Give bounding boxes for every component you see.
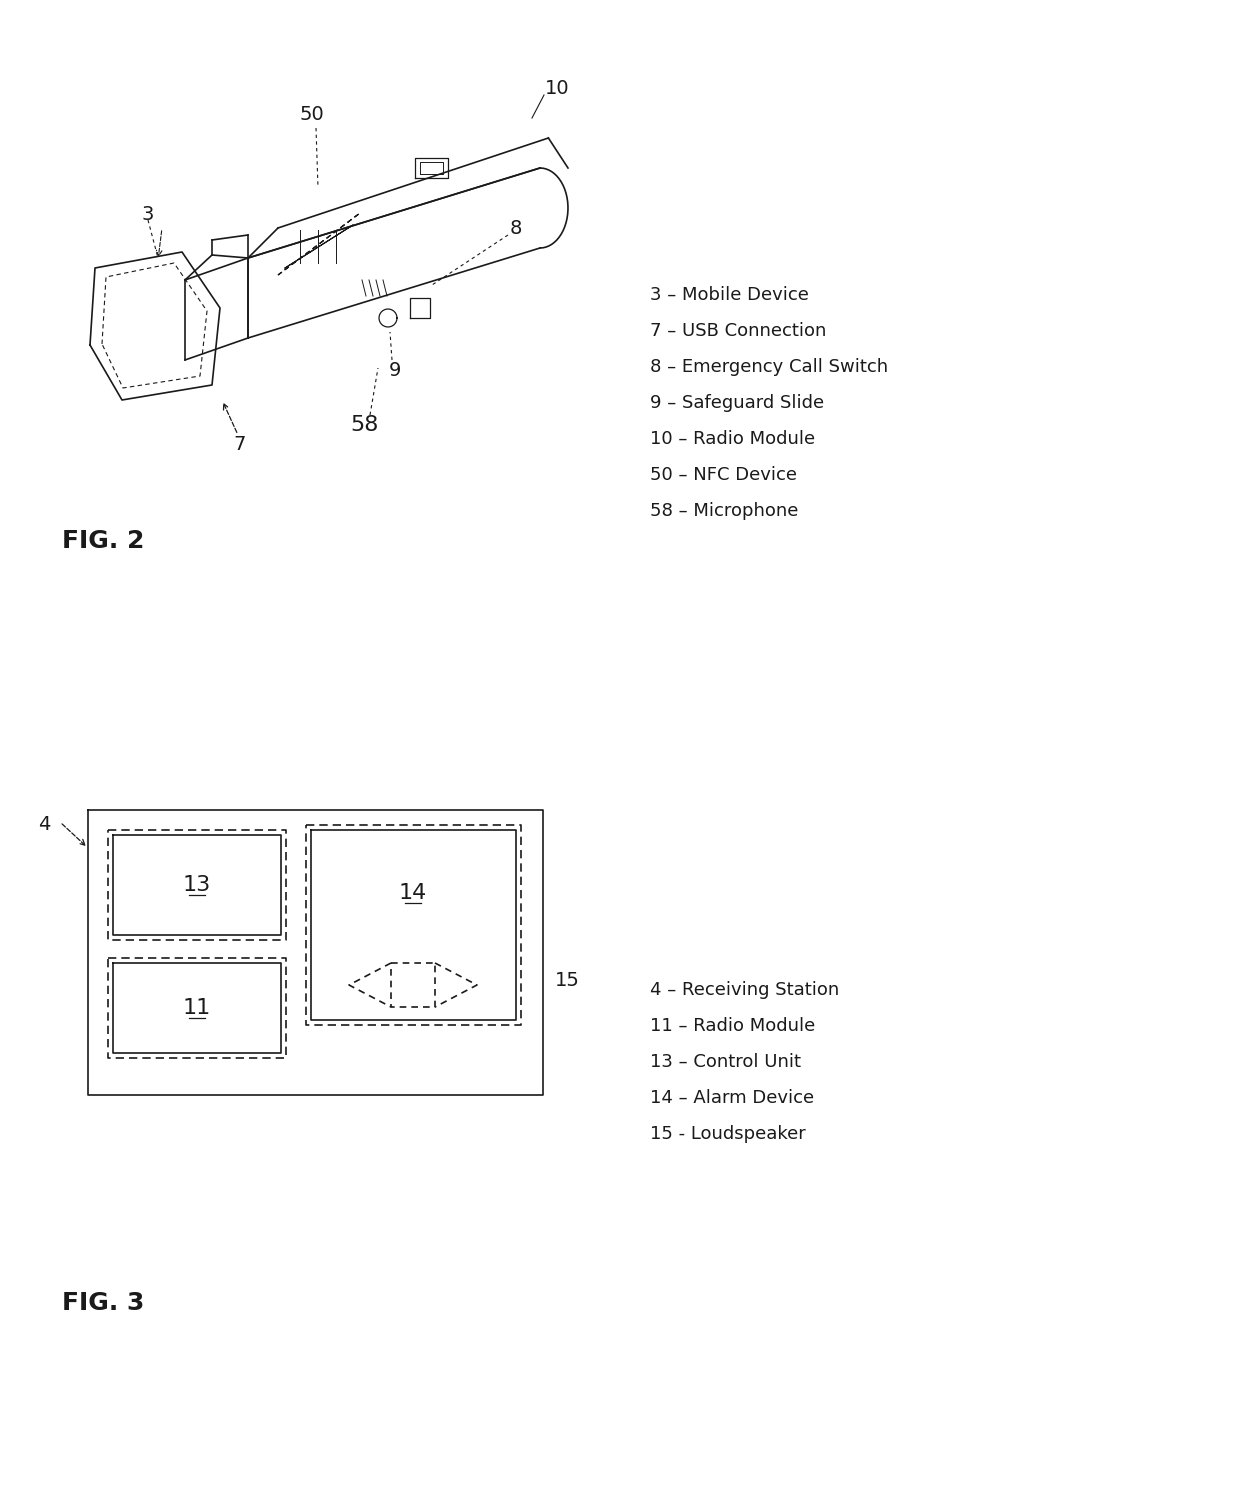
Text: 3 – Mobile Device: 3 – Mobile Device [650, 285, 808, 305]
Text: 14 – Alarm Device: 14 – Alarm Device [650, 1089, 815, 1107]
Text: 8: 8 [510, 218, 522, 238]
Text: 4 – Receiving Station: 4 – Receiving Station [650, 981, 839, 999]
Text: 9 – Safeguard Slide: 9 – Safeguard Slide [650, 394, 825, 412]
Text: 15: 15 [556, 970, 580, 990]
Text: 10: 10 [546, 79, 569, 98]
Text: 3: 3 [141, 205, 154, 224]
Text: FIG. 2: FIG. 2 [62, 529, 144, 553]
Text: 50 – NFC Device: 50 – NFC Device [650, 467, 797, 484]
Text: 7 – USB Connection: 7 – USB Connection [650, 322, 826, 340]
Text: 11: 11 [182, 999, 211, 1018]
Text: 10 – Radio Module: 10 – Radio Module [650, 429, 815, 447]
Text: 8 – Emergency Call Switch: 8 – Emergency Call Switch [650, 358, 888, 376]
Text: 58: 58 [351, 415, 379, 435]
Text: 15 - Loudspeaker: 15 - Loudspeaker [650, 1125, 806, 1143]
Text: FIG. 3: FIG. 3 [62, 1291, 144, 1315]
Text: 50: 50 [300, 106, 325, 125]
Text: 9: 9 [389, 361, 402, 379]
Text: 14: 14 [399, 883, 427, 903]
Text: 11 – Radio Module: 11 – Radio Module [650, 1016, 815, 1036]
Text: 13 – Control Unit: 13 – Control Unit [650, 1054, 801, 1071]
Text: 7: 7 [234, 435, 247, 455]
Text: 58 – Microphone: 58 – Microphone [650, 502, 799, 520]
Text: 4: 4 [37, 814, 50, 834]
Text: 13: 13 [182, 875, 211, 895]
